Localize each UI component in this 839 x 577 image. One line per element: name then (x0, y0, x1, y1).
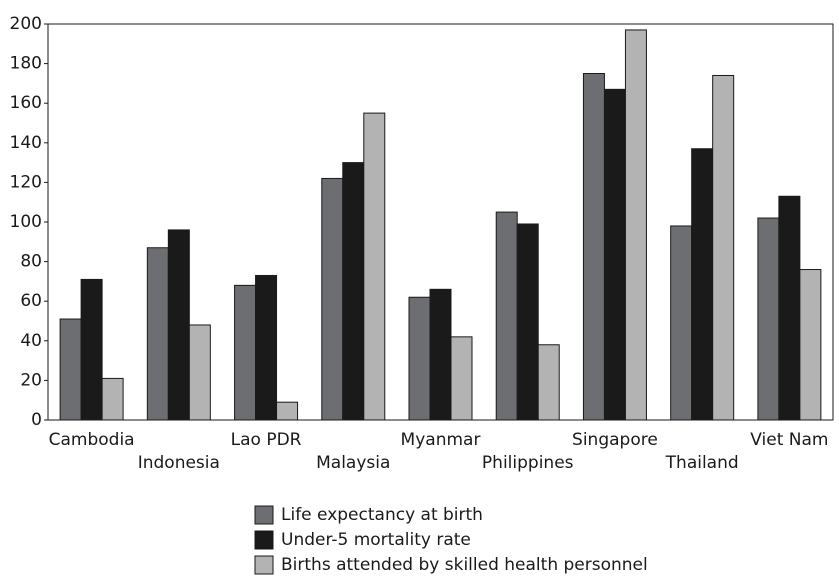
bar (429, 288, 452, 421)
bar (255, 274, 278, 421)
bar (495, 211, 518, 421)
bar (234, 284, 257, 421)
y-tick-label: 0 (31, 410, 42, 430)
bar (582, 73, 605, 421)
x-tick-label: Philippines (482, 453, 574, 473)
bar (167, 229, 190, 421)
y-tick-label: 60 (20, 291, 42, 311)
legend-swatch (254, 505, 274, 525)
y-tick-label: 40 (20, 331, 42, 351)
y-tick-label: 200 (10, 14, 42, 34)
bar (408, 296, 431, 421)
bar (624, 29, 647, 421)
y-tick-label: 140 (10, 133, 42, 153)
bar (80, 278, 103, 421)
bar (276, 401, 299, 421)
bar (603, 88, 626, 421)
x-tick-label: Thailand (665, 453, 739, 473)
bar (321, 177, 344, 421)
bar (146, 247, 169, 421)
y-tick-label: 100 (10, 212, 42, 232)
bar (799, 269, 822, 421)
plot-frame (47, 23, 834, 421)
bar (670, 225, 693, 421)
bar (363, 112, 386, 421)
y-tick-label: 180 (10, 54, 42, 74)
bar (188, 324, 211, 421)
bar (537, 344, 560, 421)
bar (59, 318, 82, 421)
bar (691, 148, 714, 421)
bar (778, 195, 801, 421)
x-tick-label: Malaysia (316, 453, 390, 473)
bar (757, 217, 780, 421)
bar (101, 377, 124, 421)
legend-label: Life expectancy at birth (281, 505, 483, 525)
x-tick-label: Singapore (572, 430, 658, 450)
legend-swatch (254, 555, 274, 575)
x-tick-label: Lao PDR (231, 430, 302, 450)
y-tick-label: 80 (20, 252, 42, 272)
y-tick-label: 20 (20, 370, 42, 390)
bar (450, 336, 473, 421)
bar (342, 162, 365, 421)
legend-swatch (254, 530, 274, 550)
x-tick-label: Viet Nam (750, 430, 828, 450)
bar (516, 223, 539, 421)
y-tick-label: 160 (10, 93, 42, 113)
legend-label: Births attended by skilled health person… (281, 555, 648, 575)
y-tick-label: 120 (10, 172, 42, 192)
x-tick-label: Cambodia (49, 430, 135, 450)
legend-label: Under-5 mortality rate (281, 530, 471, 550)
bar (712, 74, 735, 421)
x-tick-label: Indonesia (138, 453, 220, 473)
x-tick-label: Myanmar (401, 430, 481, 450)
